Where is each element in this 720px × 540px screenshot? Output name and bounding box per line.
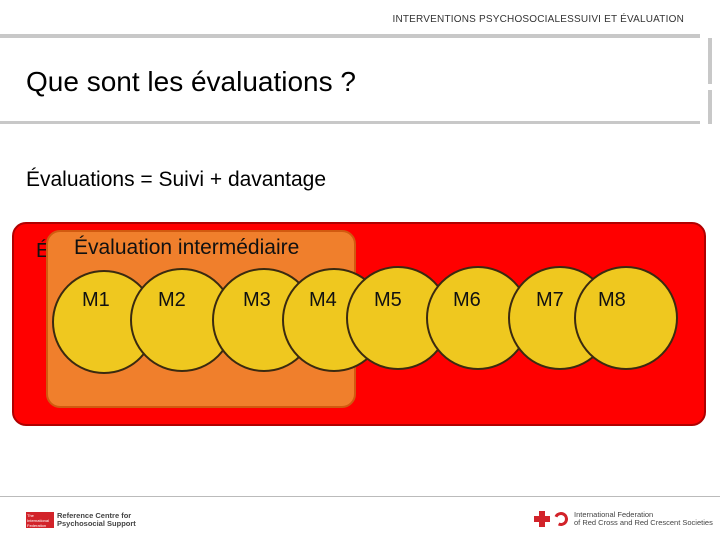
header-text: INTERVENTIONS PSYCHOSOCIALESSUIVI ET ÉVA… bbox=[392, 14, 684, 25]
side-accent-top bbox=[708, 38, 712, 84]
reference-centre-line2: Psychosocial Support bbox=[57, 519, 136, 528]
red-crescent-icon bbox=[552, 510, 570, 528]
footer-rule bbox=[0, 496, 720, 497]
midterm-evaluation-label: Évaluation intermédiaire bbox=[74, 236, 300, 259]
header-section: INTERVENTIONS PSYCHOSOCIALES bbox=[392, 14, 575, 25]
side-accent-bottom bbox=[708, 90, 712, 124]
ifrc-text: International Federation of Red Cross an… bbox=[574, 511, 713, 527]
reference-centre-mark: The International Federation bbox=[26, 512, 54, 528]
month-label-6: M6 bbox=[453, 289, 481, 311]
ifrc-logo: International Federation of Red Cross an… bbox=[534, 510, 713, 528]
header-rule-top bbox=[0, 34, 700, 38]
header-rule-bottom bbox=[0, 121, 700, 124]
header-topic: SUIVI ET ÉVALUATION bbox=[574, 14, 684, 25]
reference-centre-logo: The International Federation Reference C… bbox=[26, 512, 136, 528]
month-label-7: M7 bbox=[536, 289, 564, 311]
slide-subtitle: Évaluations = Suivi + davantage bbox=[26, 168, 327, 191]
month-label-5: M5 bbox=[374, 289, 402, 311]
reference-centre-text: Reference Centre for Psychosocial Suppor… bbox=[57, 512, 136, 528]
month-label-8: M8 bbox=[598, 289, 626, 311]
month-label-4: M4 bbox=[309, 289, 337, 311]
month-circle-8 bbox=[574, 266, 678, 370]
month-label-3: M3 bbox=[243, 289, 271, 311]
month-label-2: M2 bbox=[158, 289, 186, 311]
slide-title: Que sont les évaluations ? bbox=[26, 66, 356, 97]
reference-centre-line1: Reference Centre for bbox=[57, 511, 132, 520]
ifrc-line1: International Federation bbox=[574, 510, 654, 519]
month-label-1: M1 bbox=[82, 289, 110, 311]
red-cross-icon bbox=[534, 511, 550, 527]
ifrc-line2: of Red Cross and Red Crescent Societies bbox=[574, 518, 713, 527]
